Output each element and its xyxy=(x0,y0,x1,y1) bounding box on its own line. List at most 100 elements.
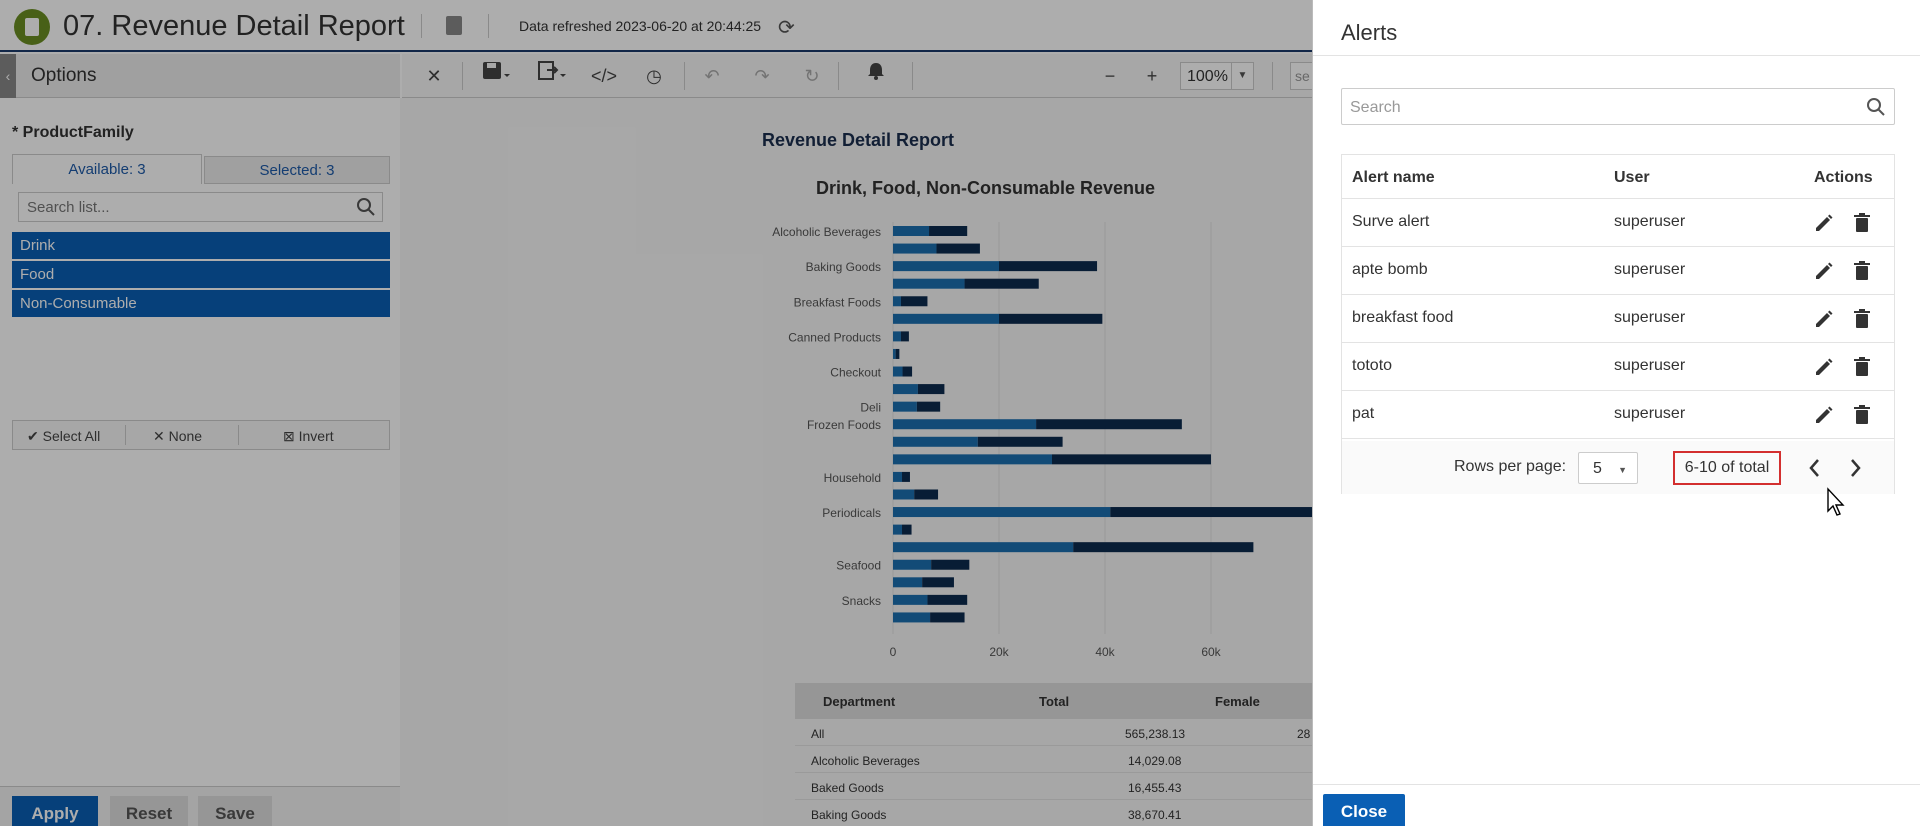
bar-male xyxy=(1110,507,1312,518)
alert-row[interactable]: pat superuser xyxy=(1342,391,1894,439)
cell-total: 16,455.43 xyxy=(1128,781,1182,795)
collapse-panel-icon[interactable]: ‹ xyxy=(0,54,16,98)
bar-male xyxy=(1036,419,1182,430)
next-page-button[interactable] xyxy=(1842,455,1868,481)
report-heading: Revenue Detail Report xyxy=(762,130,955,150)
y-tick-label: Canned Products xyxy=(788,330,881,344)
alert-row[interactable]: breakfast food superuser xyxy=(1342,295,1894,343)
alert-row[interactable]: tototo superuser xyxy=(1342,343,1894,391)
edit-icon[interactable] xyxy=(1812,211,1836,235)
bar-female xyxy=(893,348,896,359)
y-tick-label: Snacks xyxy=(842,594,881,608)
invert-button[interactable]: ⊠ Invert xyxy=(283,428,334,445)
report-toolbar: ✕ </> ◷ ↶ ↷ ↻ − + 100% ▼ se xyxy=(402,54,1330,98)
divider xyxy=(462,62,463,90)
undo-icon[interactable]: ↶ xyxy=(704,66,720,86)
y-tick-label: Seafood xyxy=(836,559,881,573)
export-dropdown-icon[interactable] xyxy=(530,60,574,92)
cell-female: 28 xyxy=(1297,727,1311,741)
header-user: User xyxy=(1614,169,1650,186)
zoom-out-icon[interactable]: − xyxy=(1104,66,1116,86)
table-row: All 565,238.13 28 xyxy=(795,719,1312,746)
alerts-panel: Alerts Search Alert name User Actions Su… xyxy=(1312,0,1920,826)
bar-male xyxy=(922,577,954,588)
bar-female xyxy=(893,366,903,377)
cell-department: All xyxy=(811,727,825,741)
reset-button[interactable]: Reset xyxy=(110,796,188,826)
bar-female xyxy=(893,489,915,500)
none-label: None xyxy=(168,428,203,444)
search-icon[interactable] xyxy=(1866,97,1886,117)
bar-male xyxy=(914,489,939,500)
bar-female xyxy=(893,419,1037,430)
divider xyxy=(684,62,685,90)
edit-icon[interactable] xyxy=(1812,259,1836,283)
edit-icon[interactable] xyxy=(1812,307,1836,331)
bar-male xyxy=(917,384,945,395)
list-item-non-consumable[interactable]: Non-Consumable xyxy=(12,290,390,317)
x-tick-label: 20k xyxy=(989,645,1009,659)
alerts-bell-icon[interactable] xyxy=(860,60,892,92)
list-item-drink[interactable]: Drink xyxy=(12,232,390,259)
apply-button[interactable]: Apply xyxy=(12,796,98,826)
zoom-in-icon[interactable]: + xyxy=(1146,66,1158,86)
x-tick-label: 60k xyxy=(1201,645,1221,659)
bar-female xyxy=(893,436,978,447)
code-icon[interactable]: </> xyxy=(590,66,618,86)
top-header: 07. Revenue Detail Report Data refreshed… xyxy=(0,0,1312,52)
bar-male xyxy=(977,436,1063,447)
alert-row[interactable]: Surve alert superuser xyxy=(1342,199,1894,247)
schedule-icon[interactable]: ◷ xyxy=(646,66,662,86)
page-range-text: 6-10 of total xyxy=(1673,451,1781,485)
close-button[interactable]: Close xyxy=(1323,794,1405,826)
modal-backdrop[interactable] xyxy=(0,0,1312,826)
redo-icon[interactable]: ↷ xyxy=(754,66,770,86)
alert-row[interactable]: apte bomb superuser xyxy=(1342,247,1894,295)
list-actions: ✔ Select All ✕ None ⊠ Invert xyxy=(12,420,390,450)
select-all-button[interactable]: ✔ Select All xyxy=(27,428,100,445)
refresh-icon[interactable]: ⟳ xyxy=(778,17,795,39)
tab-selected[interactable]: Selected: 3 xyxy=(204,156,390,184)
alert-name: tototo xyxy=(1352,357,1393,374)
save-dropdown-icon[interactable] xyxy=(474,60,518,92)
delete-icon[interactable] xyxy=(1850,403,1874,427)
save-button[interactable]: Save xyxy=(198,796,272,826)
bar-female xyxy=(893,594,928,605)
delete-icon[interactable] xyxy=(1850,307,1874,331)
zoom-select[interactable]: 100% ▼ xyxy=(1180,62,1254,90)
header-total: Total xyxy=(1039,694,1070,709)
close-icon[interactable]: ✕ xyxy=(426,66,442,86)
tab-available[interactable]: Available: 3 xyxy=(12,154,202,184)
delete-icon[interactable] xyxy=(1850,355,1874,379)
report-title: 07. Revenue Detail Report xyxy=(63,10,405,42)
list-search-input[interactable]: Search list... xyxy=(18,192,383,222)
x-tick-label: 0 xyxy=(890,645,897,659)
y-tick-label: Periodicals xyxy=(822,506,881,520)
bar-male xyxy=(902,366,913,377)
divider xyxy=(1272,62,1273,90)
bookmark-icon[interactable] xyxy=(446,16,462,35)
chevron-down-icon: ▼ xyxy=(1618,465,1627,475)
list-item-food[interactable]: Food xyxy=(12,261,390,288)
select-none-button[interactable]: ✕ None xyxy=(153,428,202,445)
delete-icon[interactable] xyxy=(1850,259,1874,283)
bar-male xyxy=(931,559,970,570)
previous-page-button[interactable] xyxy=(1802,455,1828,481)
bar-female xyxy=(893,243,937,254)
bar-male xyxy=(1052,454,1211,465)
alerts-search-input[interactable]: Search xyxy=(1341,88,1895,125)
delete-icon[interactable] xyxy=(1850,211,1874,235)
edit-icon[interactable] xyxy=(1812,355,1836,379)
rows-per-page-select[interactable]: 5 ▼ xyxy=(1578,452,1638,484)
bar-male xyxy=(936,243,980,254)
bar-male xyxy=(1073,542,1254,553)
cell-department: Alcoholic Beverages xyxy=(811,754,920,768)
header-department: Department xyxy=(823,694,896,709)
edit-icon[interactable] xyxy=(1812,403,1836,427)
alert-user: superuser xyxy=(1614,405,1686,422)
cell-department: Baking Goods xyxy=(811,808,887,822)
invert-label: Invert xyxy=(298,428,334,444)
reload-icon[interactable]: ↻ xyxy=(804,66,820,86)
bar-male xyxy=(999,313,1103,324)
pagination-bar: Rows per page: 5 ▼ 6-10 of total xyxy=(1342,441,1894,494)
